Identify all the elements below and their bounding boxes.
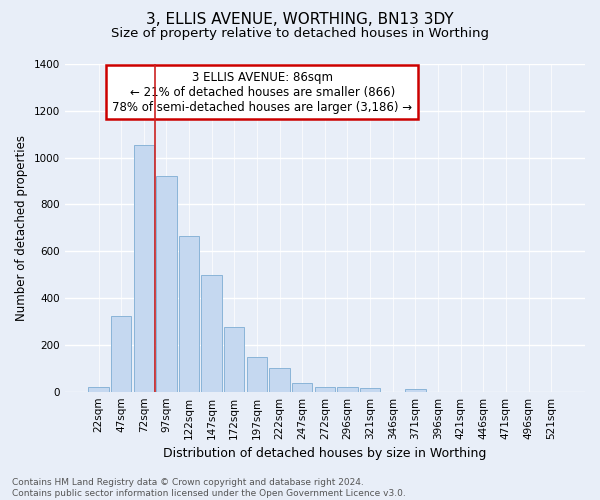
Bar (224, 326, 244, 392)
Bar (292, 384, 313, 392)
Bar (247, 356, 267, 392)
Bar (314, 386, 335, 392)
Bar (179, 236, 199, 392)
Bar (360, 388, 380, 392)
Text: 3, ELLIS AVENUE, WORTHING, BN13 3DY: 3, ELLIS AVENUE, WORTHING, BN13 3DY (146, 12, 454, 28)
Bar (156, 176, 176, 392)
Text: Size of property relative to detached houses in Worthing: Size of property relative to detached ho… (111, 28, 489, 40)
Bar (337, 386, 358, 392)
Y-axis label: Number of detached properties: Number of detached properties (15, 135, 28, 321)
Bar (88, 387, 109, 392)
X-axis label: Distribution of detached houses by size in Worthing: Distribution of detached houses by size … (163, 447, 487, 460)
Text: Contains HM Land Registry data © Crown copyright and database right 2024.
Contai: Contains HM Land Registry data © Crown c… (12, 478, 406, 498)
Bar (269, 368, 290, 392)
Text: 3 ELLIS AVENUE: 86sqm
← 21% of detached houses are smaller (866)
78% of semi-det: 3 ELLIS AVENUE: 86sqm ← 21% of detached … (112, 70, 412, 114)
Bar (111, 316, 131, 392)
Bar (134, 144, 154, 392)
Bar (405, 389, 425, 392)
Bar (202, 274, 222, 392)
